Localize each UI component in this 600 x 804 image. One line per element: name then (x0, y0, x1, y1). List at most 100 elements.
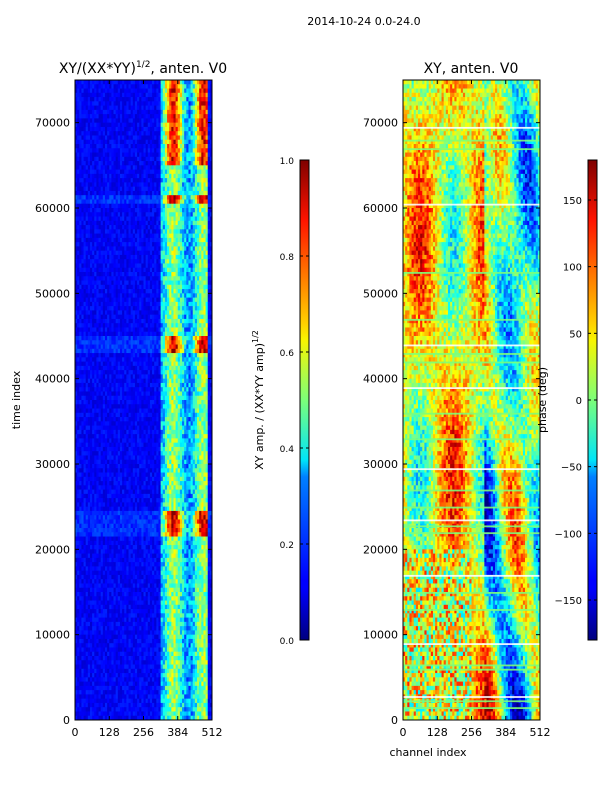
heatmap-cell (134, 195, 138, 200)
heatmap-cell (194, 331, 198, 337)
heatmap-cell (107, 267, 110, 273)
heatmap-cell (94, 289, 97, 294)
heatmap-cell (139, 165, 142, 170)
heatmap-cell (79, 259, 82, 264)
heatmap-cell (190, 229, 194, 234)
heatmap-cell (207, 84, 211, 89)
heatmap-cell (160, 314, 164, 320)
heatmap-cell (149, 182, 153, 188)
heatmap-cell (77, 365, 80, 371)
heatmap-cell (141, 353, 144, 358)
heatmap-cell (199, 122, 202, 128)
heatmap-cell (115, 199, 119, 205)
heatmap-cell (126, 135, 129, 141)
heatmap-cell (92, 84, 95, 89)
heatmap-cell (128, 280, 132, 286)
heatmap-cell (188, 242, 191, 247)
heatmap-cell (134, 284, 138, 290)
heatmap-cell (203, 336, 206, 341)
heatmap-cell (75, 199, 78, 205)
heatmap-cell (147, 135, 151, 141)
heatmap-cell (162, 250, 166, 256)
heatmap-cell (194, 301, 198, 307)
heatmap-cell (188, 348, 191, 354)
heatmap-cell (167, 259, 170, 264)
heatmap-cell (190, 280, 194, 286)
heatmap-cell (81, 190, 84, 196)
heatmap-cell (169, 306, 172, 311)
heatmap-cell (107, 208, 110, 213)
heatmap-cell (113, 114, 117, 119)
heatmap-cell (201, 186, 204, 192)
heatmap-cell (117, 148, 121, 153)
heatmap-cell (160, 169, 164, 175)
heatmap-cell (104, 203, 108, 209)
heatmap-cell (152, 395, 155, 401)
heatmap-cell (173, 395, 177, 401)
heatmap-cell (164, 92, 168, 98)
heatmap-cell (205, 195, 209, 200)
heatmap-cell (83, 190, 87, 196)
heatmap-cell (184, 190, 187, 196)
heatmap-cell (128, 327, 132, 333)
heatmap-cell (149, 357, 153, 362)
heatmap-cell (83, 178, 87, 183)
heatmap-cell (117, 212, 121, 217)
heatmap-cell (184, 148, 187, 153)
heatmap-cell (94, 306, 97, 311)
heatmap-cell (77, 259, 80, 264)
heatmap-cell (79, 357, 82, 362)
heatmap-cell (149, 165, 153, 170)
heatmap-cell (173, 284, 177, 290)
heatmap-cell (109, 225, 112, 230)
heatmap-cell (104, 118, 108, 124)
heatmap-cell (130, 323, 134, 328)
heatmap-cell (169, 353, 172, 358)
heatmap-cell (158, 246, 162, 252)
heatmap-cell (147, 161, 151, 166)
heatmap-cell (205, 353, 209, 358)
heatmap-cell (152, 323, 155, 328)
heatmap-cell (94, 331, 97, 337)
heatmap-cell (154, 344, 157, 350)
heatmap-cell (100, 144, 104, 149)
heatmap-cell (177, 156, 181, 162)
heatmap-cell (209, 135, 212, 141)
heatmap-cell (147, 156, 151, 162)
heatmap-cell (158, 131, 162, 136)
heatmap-cell (192, 182, 196, 188)
heatmap-cell (152, 165, 155, 170)
heatmap-cell (201, 135, 204, 141)
heatmap-cell (89, 195, 93, 200)
heatmap-cell (128, 301, 132, 307)
heatmap-cell (79, 297, 82, 303)
heatmap-cell (207, 314, 211, 320)
heatmap-cell (171, 199, 174, 205)
heatmap-cell (98, 190, 102, 196)
heatmap-cell (115, 246, 119, 252)
heatmap-cell (175, 195, 179, 200)
heatmap-cell (152, 276, 155, 281)
heatmap-cell (201, 348, 204, 354)
heatmap-cell (89, 254, 93, 260)
heatmap-cell (126, 272, 129, 277)
heatmap-cell (149, 84, 153, 89)
heatmap-cell (169, 178, 172, 183)
heatmap-cell (102, 182, 106, 188)
heatmap-cell (192, 272, 196, 277)
heatmap-cell (207, 88, 211, 94)
heatmap-cell (104, 126, 108, 132)
heatmap-cell (139, 310, 142, 316)
heatmap-cell (177, 173, 181, 179)
heatmap-cell (186, 318, 189, 324)
heatmap-cell (128, 156, 132, 162)
heatmap-cell (205, 190, 209, 196)
heatmap-cell (169, 80, 172, 85)
heatmap-cell (173, 331, 177, 337)
heatmap-cell (162, 122, 166, 128)
heatmap-cell (207, 310, 211, 316)
heatmap-cell (134, 280, 138, 286)
heatmap-cell (115, 365, 119, 371)
heatmap-cell (115, 272, 119, 277)
heatmap-cell (83, 139, 87, 145)
